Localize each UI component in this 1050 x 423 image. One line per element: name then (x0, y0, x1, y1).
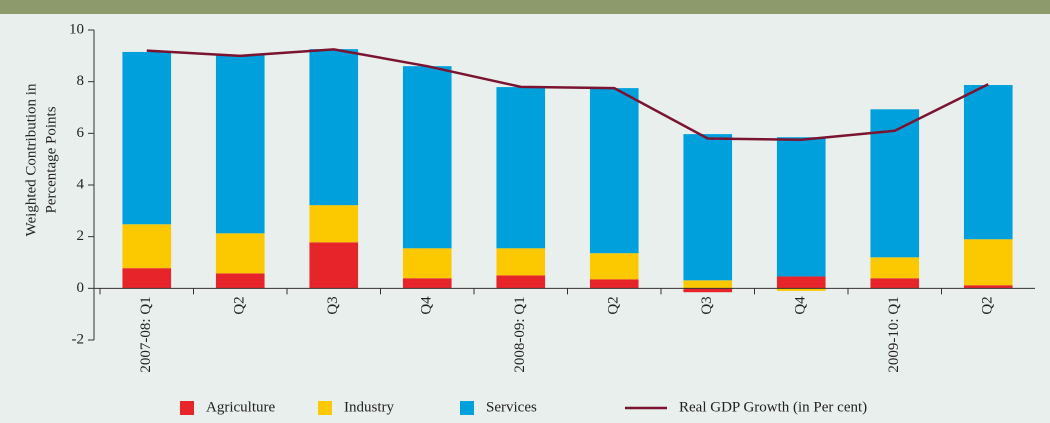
bar-segment (215, 233, 265, 274)
bar-segment (870, 278, 920, 289)
bar-segment (963, 85, 1013, 240)
bar-segment (122, 224, 172, 269)
bar-segment (589, 253, 639, 280)
legend-swatch (180, 401, 194, 415)
bar-segment (683, 288, 733, 293)
y-axis-label: Percentage Points (43, 106, 59, 213)
top-banner (0, 0, 1050, 14)
bar-segment (870, 109, 920, 258)
bar-segment (496, 248, 546, 276)
bar-segment (215, 273, 265, 289)
x-tick-label: Q2 (980, 296, 996, 314)
x-tick-label: 2008-09: Q1 (512, 296, 528, 372)
bar-segment (496, 87, 546, 249)
legend-label: Industry (344, 399, 394, 415)
y-axis-label: Weighted Contribution in (23, 83, 39, 236)
bar-segment (683, 134, 733, 281)
bar-segment (963, 285, 1013, 289)
bar-segment (776, 288, 826, 291)
bar-segment (589, 279, 639, 289)
bar-segment (309, 205, 359, 243)
y-tick-label: 2 (77, 228, 85, 244)
bar-segment (870, 257, 920, 279)
bar-segment (402, 66, 452, 249)
bar-segment (776, 137, 826, 277)
y-tick-label: 0 (77, 280, 85, 296)
bar-segment (402, 248, 452, 279)
x-tick-label: Q4 (419, 296, 435, 315)
legend-label: Services (486, 399, 537, 415)
y-tick-label: -2 (72, 331, 85, 347)
y-tick-label: 4 (77, 176, 85, 192)
y-tick-label: 8 (77, 73, 85, 89)
x-tick-label: Q3 (325, 296, 341, 314)
bar-segment (496, 275, 546, 289)
legend-swatch (460, 401, 474, 415)
legend-swatch (318, 401, 332, 415)
bar-segment (776, 276, 826, 289)
bar-segment (589, 88, 639, 254)
x-tick-label: Q4 (793, 296, 809, 315)
bar-segment (963, 239, 1013, 286)
x-tick-label: Q2 (232, 296, 248, 314)
legend-label: Real GDP Growth (in Per cent) (679, 399, 867, 415)
bar-segment (683, 280, 733, 289)
x-tick-label: Q2 (606, 296, 622, 314)
bar-segment (122, 51, 172, 225)
bar-segment (309, 242, 359, 289)
y-tick-label: 6 (77, 125, 85, 141)
bar-segment (215, 55, 265, 234)
bar-segment (309, 49, 359, 206)
x-tick-label: 2007-08: Q1 (138, 296, 154, 372)
bar-segment (122, 268, 172, 289)
gdp-line (146, 48, 989, 142)
legend-label: Agriculture (206, 399, 275, 415)
bar-segment (402, 278, 452, 289)
x-tick-label: 2009-10: Q1 (886, 296, 902, 372)
y-tick-label: 10 (69, 21, 84, 37)
x-tick-label: Q3 (699, 296, 715, 314)
